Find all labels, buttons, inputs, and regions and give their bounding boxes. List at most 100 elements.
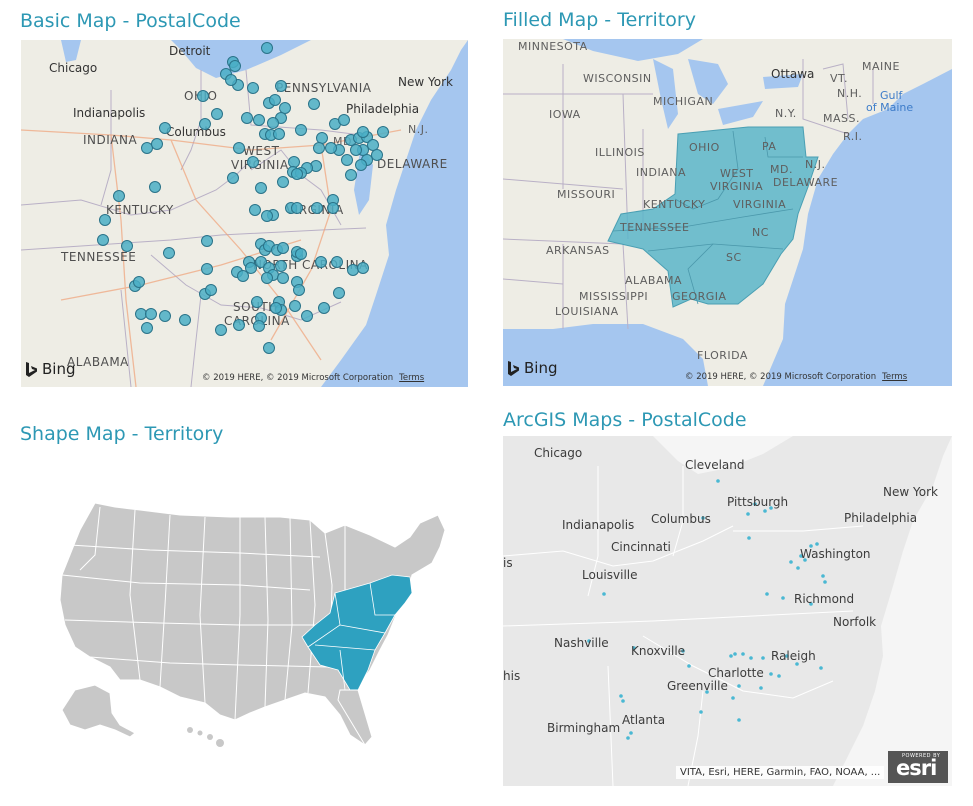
postal-code-marker[interactable] — [201, 235, 213, 247]
shape-alaska[interactable] — [61, 684, 136, 738]
postal-code-marker[interactable] — [113, 190, 125, 202]
postal-code-marker[interactable] — [261, 272, 273, 284]
postal-code-marker[interactable] — [315, 256, 327, 268]
shape-hawaii[interactable] — [187, 727, 224, 747]
postal-code-marker[interactable] — [357, 262, 369, 274]
esri-postal-marker[interactable] — [819, 666, 823, 670]
esri-postal-marker[interactable] — [815, 542, 819, 546]
esri-postal-marker[interactable] — [823, 580, 827, 584]
postal-code-marker[interactable] — [199, 118, 211, 130]
postal-code-marker[interactable] — [367, 139, 379, 151]
postal-code-marker[interactable] — [159, 122, 171, 134]
postal-code-marker[interactable] — [179, 314, 191, 326]
postal-code-marker[interactable] — [247, 82, 259, 94]
esri-postal-marker[interactable] — [747, 536, 751, 540]
postal-code-marker[interactable] — [277, 242, 289, 254]
postal-code-marker[interactable] — [229, 60, 241, 72]
esri-postal-marker[interactable] — [746, 512, 750, 516]
postal-code-marker[interactable] — [313, 142, 325, 154]
esri-postal-marker[interactable] — [716, 479, 720, 483]
postal-code-marker[interactable] — [205, 284, 217, 296]
postal-code-marker[interactable] — [211, 108, 223, 120]
esri-postal-marker[interactable] — [809, 602, 813, 606]
esri-postal-marker[interactable] — [761, 656, 765, 660]
esri-postal-marker[interactable] — [821, 574, 825, 578]
esri-postal-marker[interactable] — [765, 592, 769, 596]
postal-code-marker[interactable] — [277, 176, 289, 188]
postal-code-marker[interactable] — [225, 74, 237, 86]
postal-code-marker[interactable] — [331, 256, 343, 268]
shape-map[interactable] — [40, 475, 460, 755]
postal-code-marker[interactable] — [291, 168, 303, 180]
postal-code-marker[interactable] — [327, 202, 339, 214]
postal-code-marker[interactable] — [149, 181, 161, 193]
esri-postal-marker[interactable] — [803, 558, 807, 562]
esri-postal-marker[interactable] — [799, 554, 803, 558]
territory-region[interactable] — [607, 126, 819, 308]
postal-code-marker[interactable] — [255, 256, 267, 268]
postal-code-marker[interactable] — [251, 296, 263, 308]
shape-territory-region[interactable] — [301, 574, 413, 691]
postal-code-marker[interactable] — [273, 128, 285, 140]
esri-postal-marker[interactable] — [681, 649, 685, 653]
esri-postal-marker[interactable] — [629, 731, 633, 735]
esri-attribution[interactable]: VITA, Esri, HERE, Garmin, FAO, NOAA, ... — [676, 766, 885, 779]
postal-code-marker[interactable] — [227, 172, 239, 184]
postal-code-marker[interactable] — [325, 142, 337, 154]
esri-postal-marker[interactable] — [785, 654, 789, 658]
postal-code-marker[interactable] — [289, 300, 301, 312]
esri-postal-marker[interactable] — [769, 672, 773, 676]
postal-code-marker[interactable] — [233, 319, 245, 331]
esri-postal-marker[interactable] — [769, 506, 773, 510]
postal-code-marker[interactable] — [295, 248, 307, 260]
esri-postal-marker[interactable] — [701, 516, 705, 520]
postal-code-marker[interactable] — [347, 264, 359, 276]
postal-code-marker[interactable] — [237, 270, 249, 282]
postal-code-marker[interactable] — [253, 114, 265, 126]
arcgis-map[interactable]: Chicago Cleveland New York Pittsburgh In… — [503, 436, 952, 786]
postal-code-marker[interactable] — [233, 142, 245, 154]
postal-code-marker[interactable] — [275, 260, 287, 272]
postal-code-marker[interactable] — [145, 308, 157, 320]
postal-code-marker[interactable] — [163, 247, 175, 259]
esri-postal-marker[interactable] — [619, 694, 623, 698]
postal-code-marker[interactable] — [288, 156, 300, 168]
postal-code-marker[interactable] — [141, 322, 153, 334]
postal-code-marker[interactable] — [141, 142, 153, 154]
esri-postal-marker[interactable] — [632, 646, 636, 650]
postal-code-marker[interactable] — [253, 320, 265, 332]
postal-code-marker[interactable] — [159, 310, 171, 322]
postal-code-marker[interactable] — [245, 262, 257, 274]
esri-postal-marker[interactable] — [737, 718, 741, 722]
postal-code-marker[interactable] — [338, 114, 350, 126]
postal-code-marker[interactable] — [97, 234, 109, 246]
esri-postal-marker[interactable] — [626, 736, 630, 740]
esri-postal-marker[interactable] — [737, 684, 741, 688]
postal-code-marker[interactable] — [291, 202, 303, 214]
filled-map[interactable]: MINNESOTA WISCONSIN Ottawa VT. MAINE N.H… — [503, 39, 952, 386]
postal-code-marker[interactable] — [350, 144, 362, 156]
postal-code-marker[interactable] — [151, 138, 163, 150]
postal-code-marker[interactable] — [275, 80, 287, 92]
postal-code-marker[interactable] — [277, 272, 289, 284]
postal-code-marker[interactable] — [301, 310, 313, 322]
esri-postal-marker[interactable] — [753, 502, 757, 506]
postal-code-marker[interactable] — [197, 90, 209, 102]
terms-link[interactable]: Terms — [399, 373, 425, 383]
esri-postal-marker[interactable] — [602, 592, 606, 596]
postal-code-marker[interactable] — [267, 117, 279, 129]
esri-postal-marker[interactable] — [729, 654, 733, 658]
postal-code-marker[interactable] — [247, 156, 259, 168]
esri-postal-marker[interactable] — [781, 596, 785, 600]
postal-code-marker[interactable] — [377, 126, 389, 138]
postal-code-marker[interactable] — [261, 210, 273, 222]
postal-code-marker[interactable] — [357, 126, 369, 138]
postal-code-marker[interactable] — [316, 132, 328, 144]
postal-code-marker[interactable] — [263, 342, 275, 354]
postal-code-marker[interactable] — [371, 149, 383, 161]
postal-code-marker[interactable] — [345, 169, 357, 181]
esri-postal-marker[interactable] — [759, 686, 763, 690]
esri-postal-marker[interactable] — [687, 664, 691, 668]
postal-code-marker[interactable] — [261, 42, 273, 54]
esri-postal-marker[interactable] — [749, 656, 753, 660]
